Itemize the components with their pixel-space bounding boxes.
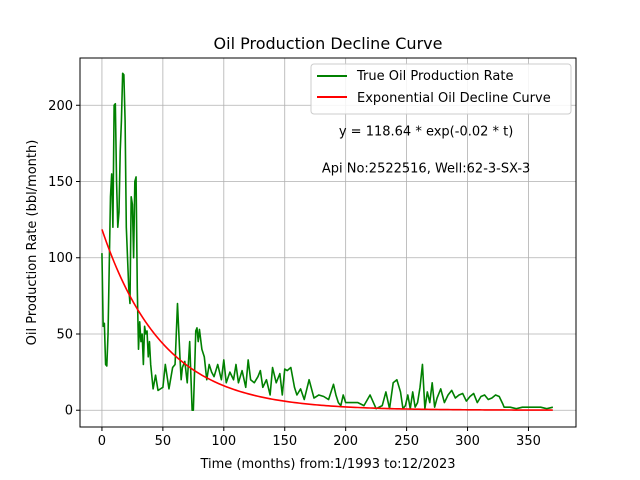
legend-label-exponential: Exponential Oil Decline Curve (357, 91, 551, 106)
grid-layer (80, 58, 576, 427)
x-tick-label: 200 (333, 434, 358, 449)
tick-layer: 0 50 100 150 200 250 300 350 0 50 100 150 200 (48, 99, 541, 449)
chart-title: Oil Production Decline Curve (214, 34, 443, 53)
x-tick-label: 250 (394, 434, 419, 449)
series-layer (101, 72, 554, 412)
series-line-exponential-decline (101, 229, 553, 411)
well-annotation: Api No:2522516, Well:62-3-SX-3 (322, 161, 530, 176)
x-tick-label: 100 (211, 434, 236, 449)
x-tick-label: 300 (455, 434, 480, 449)
legend: True Oil Production Rate Exponential Oil… (310, 63, 572, 115)
y-tick-label: 0 (65, 404, 73, 419)
y-tick-label: 100 (48, 251, 73, 266)
x-tick-label: 50 (155, 434, 172, 449)
x-axis-title: Time (months) from:1/1993 to:12/2023 (199, 457, 455, 472)
y-tick-label: 150 (48, 175, 73, 190)
x-tick-label: 350 (516, 434, 541, 449)
plot-frame (79, 57, 577, 428)
legend-box (310, 63, 572, 115)
equation-annotation: y = 118.64 * exp(-0.02 * t) (339, 125, 513, 140)
x-tick-label: 0 (98, 434, 106, 449)
series-line-true-production (101, 72, 554, 412)
y-axis-title: Oil Production Rate (bbl/month) (25, 140, 40, 346)
y-tick-label: 50 (56, 327, 73, 342)
legend-label-true-production: True Oil Production Rate (356, 69, 513, 84)
x-tick-label: 150 (272, 434, 297, 449)
y-tick-label: 200 (48, 99, 73, 114)
